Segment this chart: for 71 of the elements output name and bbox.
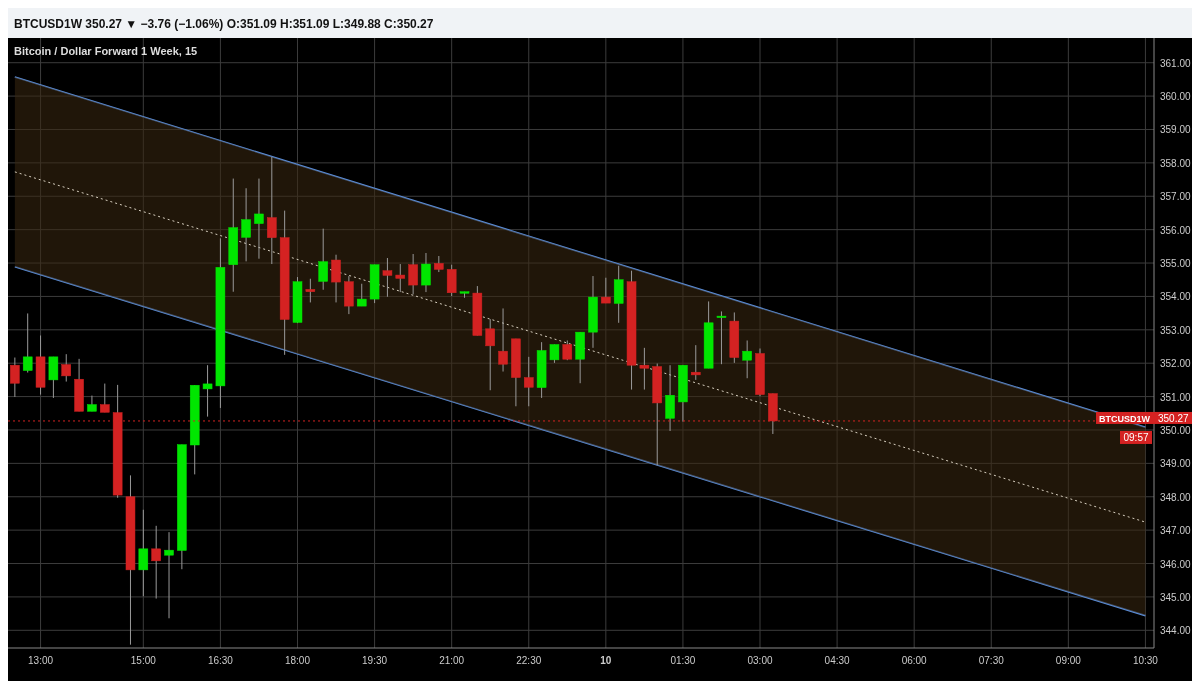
candlestick <box>665 364 675 432</box>
y-tick-label: 357.00 <box>1160 191 1192 203</box>
y-tick-label: 345.00 <box>1160 591 1192 603</box>
candlestick <box>524 356 534 407</box>
y-tick-label: 346.00 <box>1160 558 1192 570</box>
y-tick-label: 358.00 <box>1160 157 1192 169</box>
y-tick-label: 350.00 <box>1160 424 1192 436</box>
text: Bitcoin / Dollar Forward 1 Week, 15 <box>14 45 198 57</box>
y-tick-label: 353.00 <box>1160 324 1192 336</box>
text: 350.27 <box>1158 412 1190 424</box>
y-tick-label: 349.00 <box>1160 458 1192 470</box>
x-tick-label: 06:00 <box>901 655 928 666</box>
y-tick-label: 347.00 <box>1160 525 1192 537</box>
y-tick-label: 361.00 <box>1160 57 1192 69</box>
x-tick-label: 04:30 <box>824 655 851 666</box>
candlestick <box>601 277 611 304</box>
candlestick <box>742 340 752 379</box>
candlestick <box>395 263 406 293</box>
candlestick <box>138 509 149 597</box>
candlestick <box>22 312 33 374</box>
candlestick <box>331 254 341 303</box>
x-tick-label: 07:30 <box>978 655 1005 666</box>
y-tick-label: 360.00 <box>1160 91 1192 103</box>
text: BTCUSD1W 350.27 ▼ −3.76 (−1.06%) O:351.09 H:351.09 L:349.88 C:350.27 <box>14 17 434 31</box>
y-tick-label: 344.00 <box>1160 625 1192 637</box>
candlestick <box>356 283 367 307</box>
x-tick-label: 13:00 <box>28 655 54 666</box>
candlestick <box>613 265 624 324</box>
candlestick <box>421 252 431 293</box>
candlestick <box>164 531 174 619</box>
candlestick <box>446 264 457 297</box>
y-tick-label: 351.00 <box>1160 391 1192 403</box>
x-tick-label: 01:30 <box>670 655 696 666</box>
candlestick <box>254 178 264 260</box>
y-tick-label: 354.00 <box>1160 291 1192 303</box>
candlestick <box>241 187 251 262</box>
x-tick-label: 19:30 <box>362 655 388 666</box>
candlestick <box>100 383 110 413</box>
x-tick-label: 03:00 <box>747 655 773 666</box>
ref-line-label: BTCUSD1W <box>1099 413 1151 424</box>
candlestick <box>87 395 97 412</box>
candlestick <box>305 278 316 303</box>
candlestick <box>151 525 161 600</box>
candlestick <box>485 318 495 391</box>
candlestick <box>202 364 213 418</box>
annotation: 09:57 <box>1123 431 1149 443</box>
candlestick <box>10 357 20 398</box>
x-tick-label: 22:30 <box>516 655 542 666</box>
candlestick <box>639 347 650 391</box>
y-tick-label: 355.00 <box>1160 258 1192 270</box>
y-tick-label: 356.00 <box>1160 224 1192 236</box>
candlestick <box>549 344 560 364</box>
y-tick-label: 359.00 <box>1160 124 1192 136</box>
x-tick-label: 15:00 <box>130 655 157 666</box>
candlestick <box>318 228 328 291</box>
candlestick <box>408 253 418 295</box>
x-tick-label: 16:30 <box>207 655 234 666</box>
candlestick <box>382 257 393 298</box>
x-tick-label: 10 <box>600 655 612 666</box>
candlestick <box>48 356 59 399</box>
x-tick-label: 18:00 <box>284 655 311 666</box>
candlestick <box>498 307 508 373</box>
x-tick-label: 09:00 <box>1055 655 1082 666</box>
y-tick-label: 348.00 <box>1160 491 1192 503</box>
candlestick <box>61 353 71 383</box>
candlestick <box>716 310 727 365</box>
x-tick-label: 10:30 <box>1132 655 1159 666</box>
y-tick-label: 352.00 <box>1160 358 1192 370</box>
candlestick <box>691 344 701 381</box>
x-tick-label: 21:00 <box>439 655 465 666</box>
candlestick <box>267 156 277 265</box>
